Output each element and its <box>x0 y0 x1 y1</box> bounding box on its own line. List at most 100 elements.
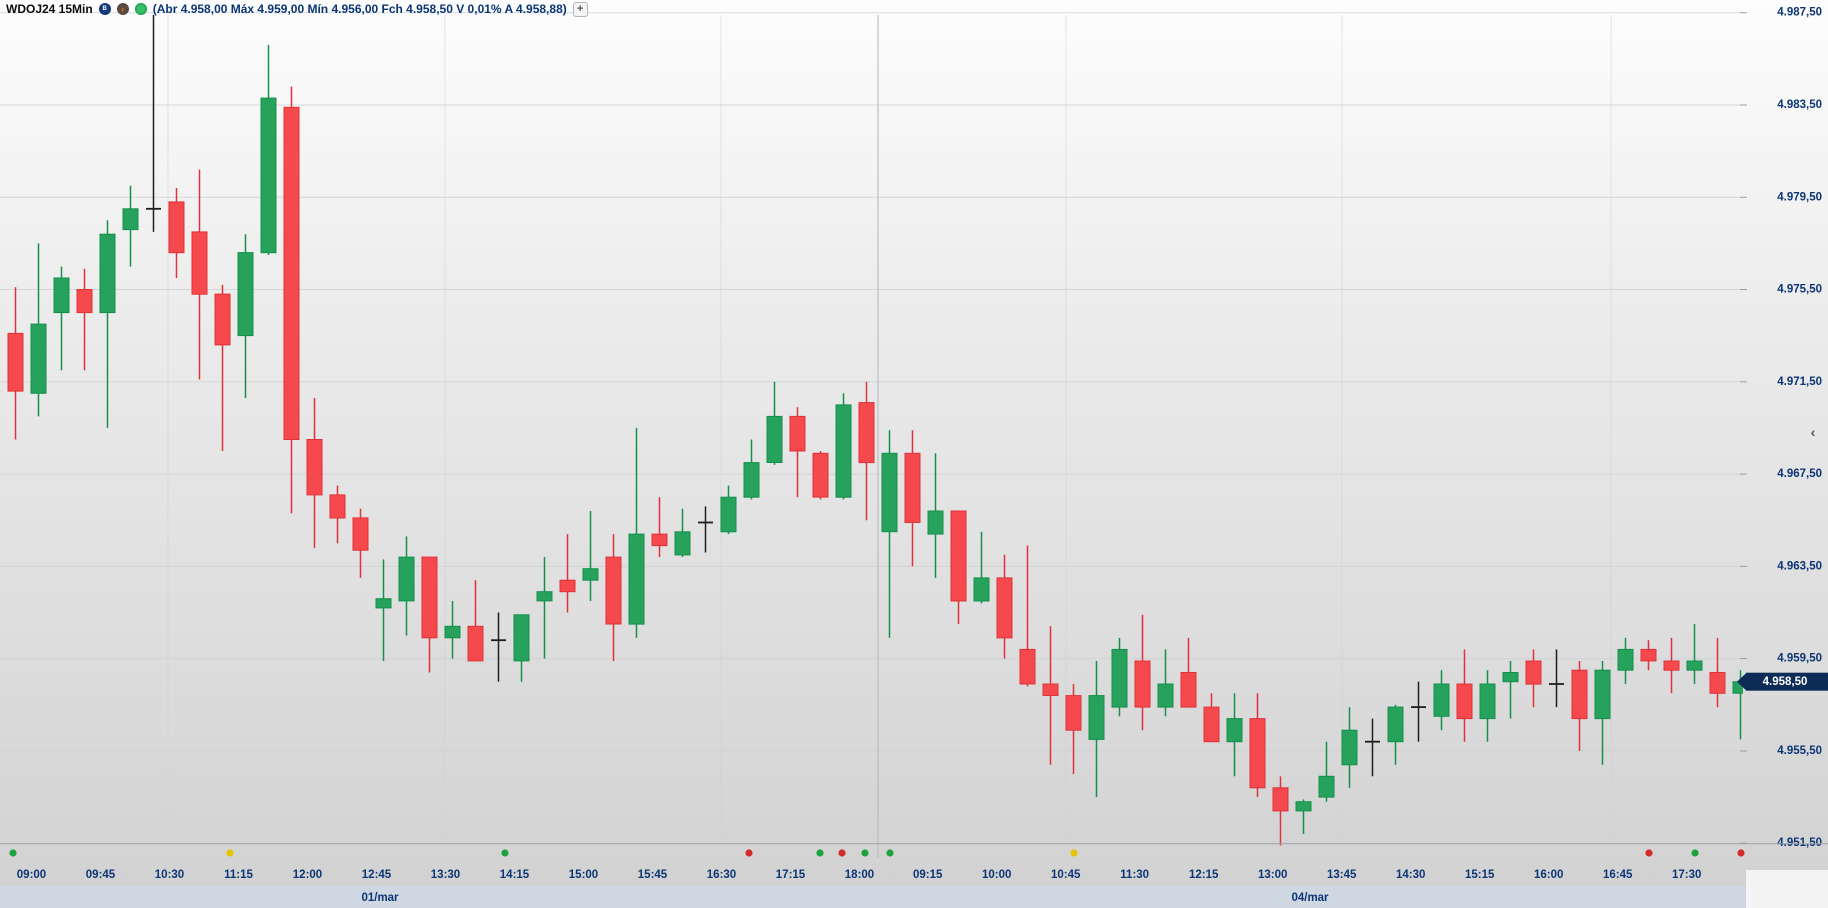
candle-body <box>53 277 70 314</box>
event-dot-red[interactable] <box>745 849 753 857</box>
candle-body <box>444 625 461 639</box>
time-axis-label: 13:30 <box>431 869 460 881</box>
candle-body <box>1479 683 1496 720</box>
axis-corner <box>1746 870 1828 908</box>
candle-body <box>306 439 323 496</box>
candle-body <box>1088 695 1105 740</box>
time-axis-label: 16:00 <box>1534 869 1563 881</box>
candle-body <box>375 598 392 609</box>
alert-badge-icon: ‹ <box>116 3 129 15</box>
candle-body <box>927 510 944 535</box>
event-dot-green[interactable] <box>9 849 17 857</box>
time-axis-label: 10:45 <box>1051 869 1081 881</box>
time-axis-label: 12:15 <box>1189 869 1219 881</box>
candle-body <box>1019 648 1036 685</box>
connection-status-icon <box>134 3 147 15</box>
candle-body <box>1203 706 1220 743</box>
price-axis-label: 4.963,50 <box>1777 560 1822 572</box>
candle-body <box>720 496 737 533</box>
candles-layer <box>7 15 1743 846</box>
candle-body <box>260 97 277 254</box>
candle-body <box>950 510 967 602</box>
time-axis-label: 10:30 <box>155 869 184 881</box>
candle-body <box>1249 718 1266 789</box>
candle-body <box>1525 660 1542 685</box>
time-axis-label: 12:00 <box>293 869 322 881</box>
candle-body <box>421 556 438 639</box>
candle-body <box>122 208 139 231</box>
candle-body <box>1111 648 1128 708</box>
candle-body <box>30 323 47 394</box>
event-dot-red[interactable] <box>1645 849 1653 857</box>
event-dot-green[interactable] <box>861 849 869 857</box>
date-label: 01/mar <box>361 892 399 904</box>
price-axis-label: 4.967,50 <box>1777 468 1822 480</box>
time-axis-label: 11:15 <box>224 869 253 881</box>
price-axis-label: 4.979,50 <box>1777 191 1822 203</box>
time-axis-label: 15:00 <box>569 869 598 881</box>
candle-body <box>766 415 783 463</box>
candle-body <box>1571 669 1588 720</box>
exchange-badge-icon: B <box>98 3 111 15</box>
time-axis-label: 09:45 <box>86 869 116 881</box>
candle-body <box>237 252 254 337</box>
candle-body <box>1617 648 1634 671</box>
candle-body <box>789 415 806 452</box>
candle-body <box>1686 660 1703 671</box>
candle-body <box>1594 669 1611 720</box>
event-dot-yellow[interactable] <box>226 849 234 857</box>
candle-body <box>1709 672 1726 694</box>
time-axis-label: 17:15 <box>776 869 806 881</box>
candle-body <box>559 579 576 593</box>
time-axis-label: 14:30 <box>1396 869 1425 881</box>
price-axis-label: 4.975,50 <box>1777 284 1822 296</box>
time-axis-label: 13:00 <box>1258 869 1287 881</box>
candle-body <box>168 201 185 254</box>
candle-body <box>329 494 346 519</box>
event-dot-yellow[interactable] <box>1070 849 1078 857</box>
candle-body <box>1134 660 1151 708</box>
price-axis-label: 4.951,50 <box>1777 837 1822 849</box>
candle-body <box>7 332 24 392</box>
candle-body <box>881 452 898 533</box>
date-label: 04/mar <box>1291 892 1329 904</box>
candle-body <box>191 231 208 295</box>
collapse-axis-button[interactable]: ‹ <box>1810 424 1816 440</box>
candle-body <box>1502 672 1519 683</box>
time-axis-label: 15:15 <box>1465 869 1495 881</box>
candle-body <box>996 577 1013 639</box>
candle-body <box>651 533 668 547</box>
candle-body <box>858 402 875 464</box>
candle-body <box>904 452 921 523</box>
price-axis-label: 4.987,50 <box>1777 7 1822 19</box>
chart-background <box>0 0 1828 886</box>
candle-body <box>352 517 369 551</box>
ohlc-summary: (Abr 4.958,00 Máx 4.959,00 Mín 4.956,00 … <box>152 2 567 16</box>
candle-body <box>628 533 645 625</box>
event-dot-red[interactable] <box>838 849 846 857</box>
candle-body <box>214 293 231 346</box>
add-indicator-button[interactable]: + <box>572 1 588 17</box>
time-axis-label: 14:15 <box>500 869 530 881</box>
event-dot-green[interactable] <box>1691 849 1699 857</box>
time-axis-label: 09:00 <box>17 869 46 881</box>
candle-body <box>1387 706 1404 743</box>
candle-body <box>398 556 415 602</box>
event-dot-red[interactable] <box>1737 849 1745 857</box>
candle-body <box>99 233 116 314</box>
svg-text:4.958,50: 4.958,50 <box>1763 676 1808 688</box>
event-dot-green[interactable] <box>816 849 824 857</box>
candle-body <box>1341 729 1358 766</box>
candle-body <box>1226 718 1243 743</box>
time-axis-label: 13:45 <box>1327 869 1357 881</box>
candle-body <box>973 577 990 602</box>
candle-body <box>1456 683 1473 720</box>
event-dot-green[interactable] <box>886 849 894 857</box>
candle-body <box>1065 695 1082 731</box>
candle-body <box>674 531 691 556</box>
candle-body <box>467 625 484 662</box>
candle-body <box>835 404 852 498</box>
event-dot-green[interactable] <box>501 849 509 857</box>
candle-body <box>1295 801 1312 812</box>
